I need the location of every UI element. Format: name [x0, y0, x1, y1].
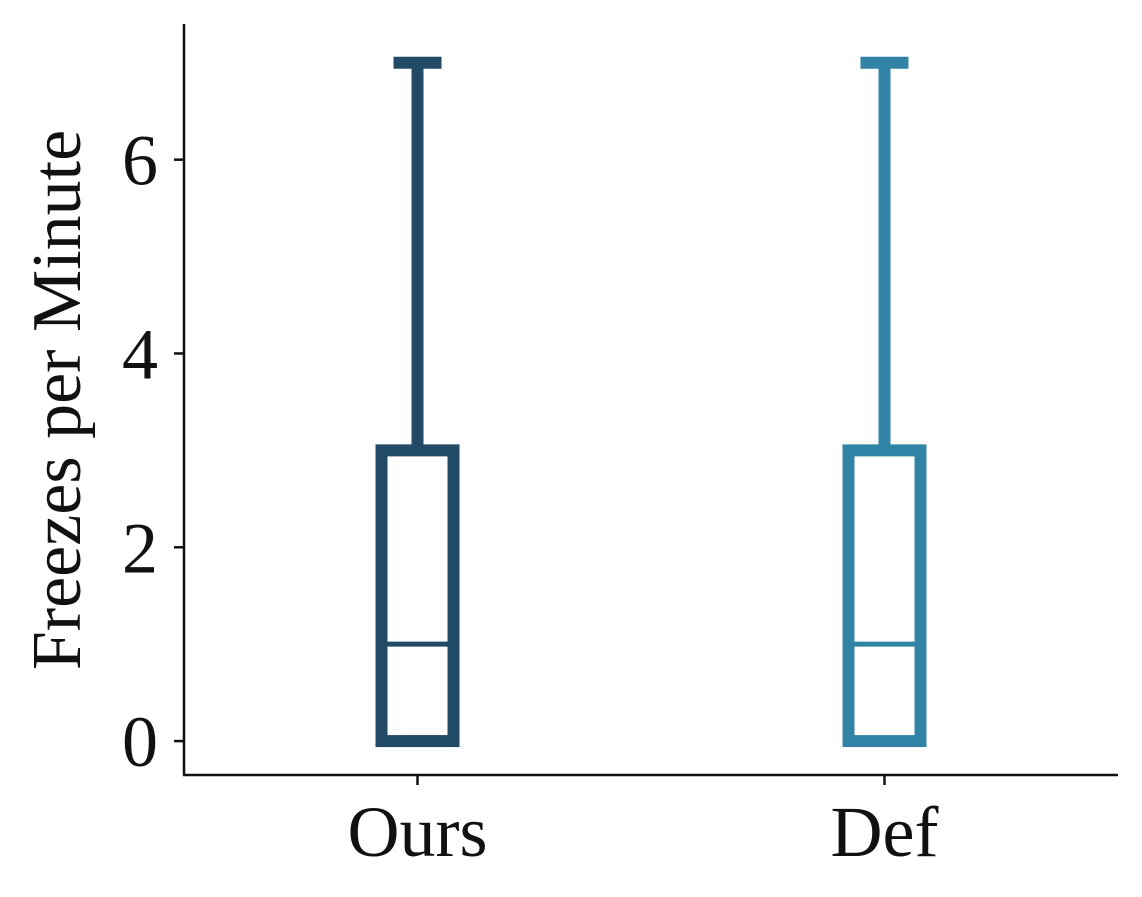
y-tick-label: 2: [122, 508, 158, 588]
x-axis-ticks: Ours Def: [348, 775, 939, 872]
x-tick-label: Ours: [348, 792, 488, 872]
y-axis-title: Freezes per Minute: [19, 130, 96, 670]
plot-area: [375, 56, 927, 748]
y-tick-label: 0: [122, 702, 158, 782]
iqr-box: [842, 444, 927, 748]
y-axis-ticks: 0 2 4 6: [122, 121, 184, 782]
box-ours: [375, 56, 460, 748]
y-tick-label: 6: [122, 121, 158, 201]
box-def: [842, 56, 927, 748]
y-tick-label: 4: [122, 314, 158, 394]
iqr-box: [375, 444, 460, 748]
x-tick-label: Def: [831, 792, 939, 872]
